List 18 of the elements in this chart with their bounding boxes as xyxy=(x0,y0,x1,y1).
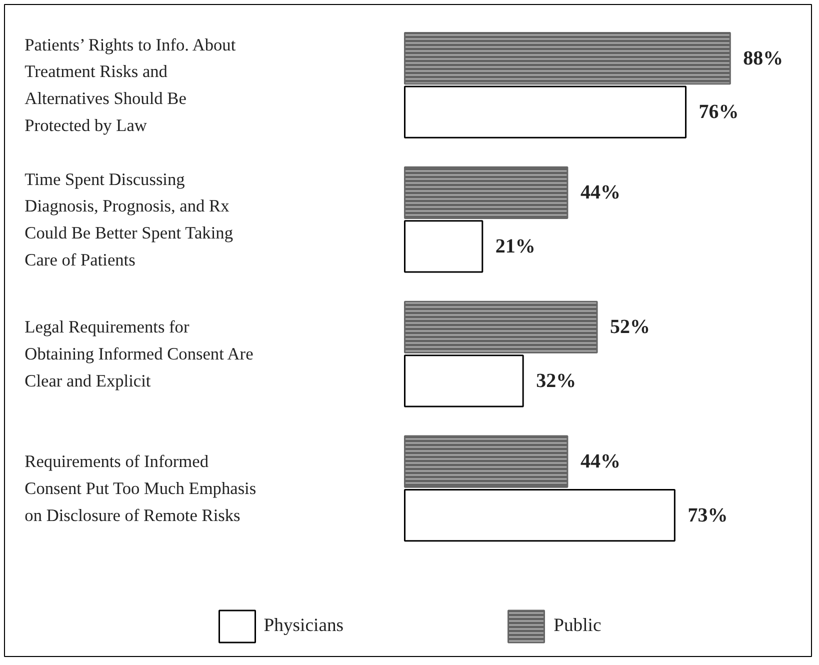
data-label: 44% xyxy=(580,182,620,204)
data-label: 44% xyxy=(580,450,620,473)
legend-label: Public xyxy=(554,615,602,637)
data-label: 32% xyxy=(536,370,576,392)
y-tick-label: Patients’ Rights to Info. About Treatment Risks and Alternatives Should Be Protected by Law xyxy=(24,35,236,135)
data-label: 21% xyxy=(495,235,536,258)
data-label: 76% xyxy=(698,101,739,124)
data-label: 73% xyxy=(688,504,728,526)
data-label: 88% xyxy=(743,47,784,70)
bar xyxy=(404,220,484,273)
bar xyxy=(404,489,676,542)
y-tick-label: Time Spent Discussing Diagnosis, Prognosis, and Rx Could Be Better Spent Taking Care of Patients xyxy=(24,170,234,270)
y-tick-label: Legal Requirements for Obtaining Informed Consent Are Clear and Explicit xyxy=(24,318,254,390)
legend-label: Physicians xyxy=(264,615,344,637)
bar xyxy=(404,354,524,408)
bar xyxy=(404,86,687,138)
data-label: 52% xyxy=(610,316,650,338)
y-tick-label: Requirements of Informed Consent Put Too Much Emphasis on Disclosure of Remote Risks xyxy=(24,452,256,525)
